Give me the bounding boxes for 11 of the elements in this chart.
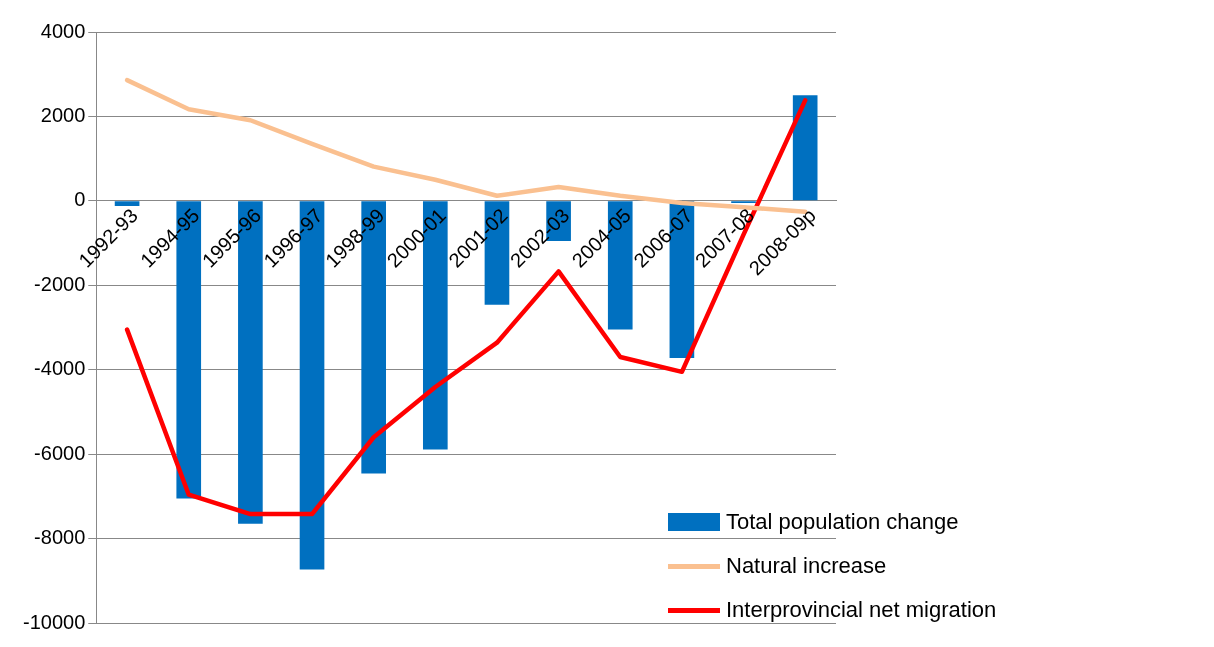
- y-tick-label: -8000: [34, 526, 86, 549]
- y-tick-label: -2000: [34, 272, 86, 295]
- y-tick-label: -6000: [34, 441, 86, 464]
- y-tick-label: -4000: [34, 357, 86, 380]
- y-tick-label: 0: [74, 188, 86, 211]
- legend-label: Natural increase: [726, 553, 887, 579]
- y-tick-label: 2000: [40, 103, 86, 126]
- y-tick-label: 4000: [40, 19, 86, 42]
- legend-label: Interprovincial net migration: [726, 597, 997, 623]
- legend-label: Total population change: [726, 509, 959, 535]
- y-tick-label: -10000: [22, 610, 86, 633]
